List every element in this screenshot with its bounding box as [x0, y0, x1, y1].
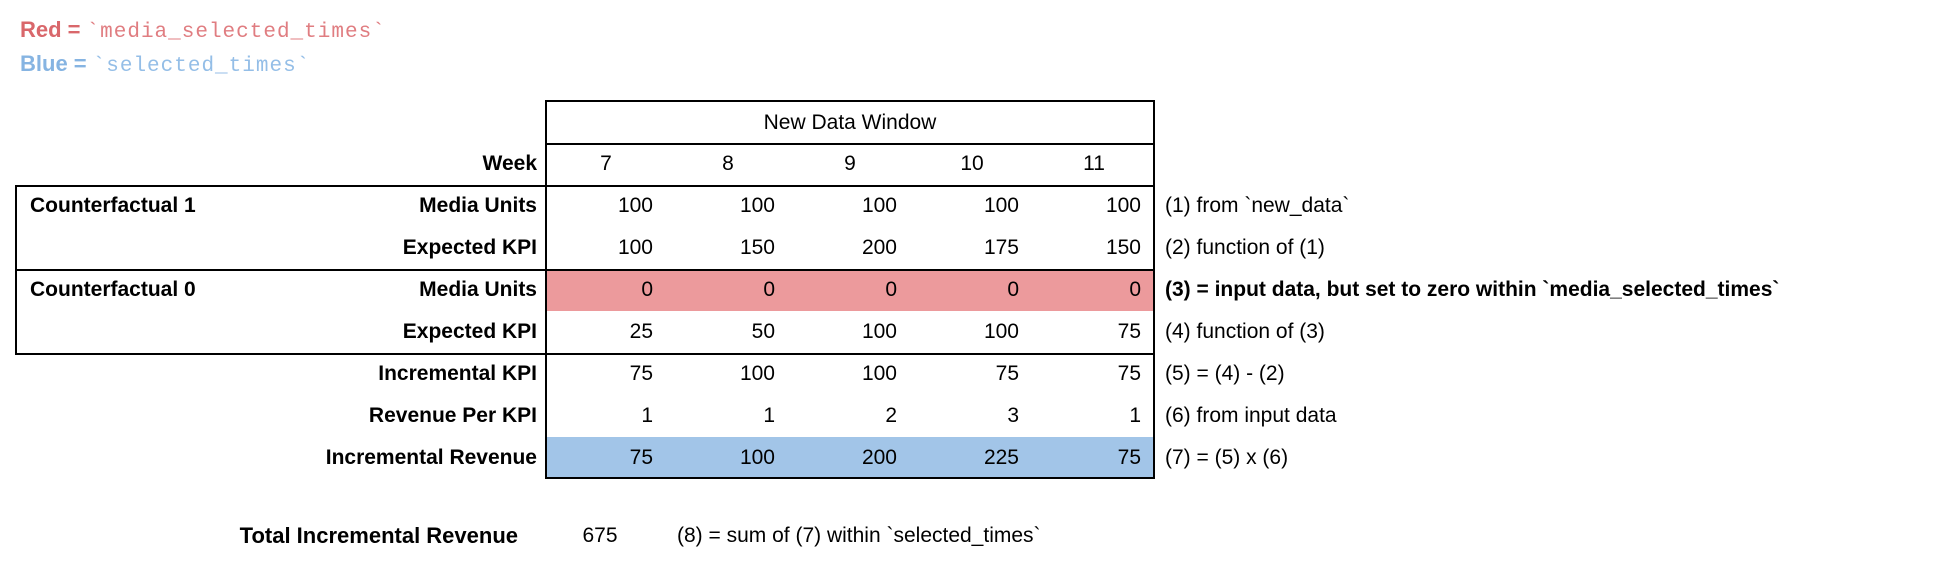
value-cell: 150 [1105, 236, 1141, 259]
legend-red-label: Red = [20, 17, 81, 42]
week-cell: 11 [1083, 152, 1105, 175]
value-cell: 225 [983, 446, 1019, 469]
row-cells: 100 150 200 175 150 [545, 227, 1155, 269]
row-label: Revenue Per KPI [368, 404, 537, 427]
value-cell: 100 [739, 362, 775, 385]
row-label-zone: Expected KPI [0, 311, 545, 353]
value-cell: 1 [763, 404, 775, 427]
week-cell: 7 [600, 152, 612, 175]
value-cell: 1 [1129, 404, 1141, 427]
week-row-label: Week [482, 152, 537, 175]
week-cell: 9 [844, 152, 856, 175]
row-annotation: (3) = input data, but set to zero within… [1165, 278, 1780, 301]
value-cell: 75 [1117, 362, 1141, 385]
row-annotation: (7) = (5) x (6) [1165, 446, 1289, 469]
row-annotation: (2) function of (1) [1165, 236, 1325, 259]
value-cell: 100 [861, 320, 897, 343]
legend-blue-label: Blue = [20, 51, 87, 76]
row-label-zone: Expected KPI [0, 227, 545, 269]
legend-red-code: `media_selected_times` [86, 21, 386, 44]
row-label: Expected KPI [402, 320, 537, 343]
table-row: Revenue Per KPI 1 1 2 3 1 (6) from input dat… [0, 395, 1960, 437]
legend-red-line: Red = `media_selected_times` [20, 14, 386, 46]
value-cell: 100 [861, 362, 897, 385]
value-cell: 0 [641, 278, 653, 301]
value-cell: 1 [641, 404, 653, 427]
week-cell: 10 [960, 152, 984, 175]
value-cell: 100 [617, 236, 653, 259]
table-row: Counterfactual 0 Media Units 0 0 0 0 0 (3) =… [0, 269, 1960, 311]
total-incremental-revenue-value: 675 [582, 524, 618, 547]
value-cell: 100 [983, 194, 1019, 217]
row-cells: 25 50 100 100 75 [545, 311, 1155, 353]
week-annotation-spacer [1155, 143, 1960, 185]
value-cell: 175 [983, 236, 1019, 259]
total-incremental-revenue-label: Total Incremental Revenue [239, 523, 518, 548]
value-cell: 75 [995, 362, 1019, 385]
value-cell: 75 [629, 446, 653, 469]
row-cells: 75 100 100 75 75 [545, 353, 1155, 395]
value-cell: 100 [739, 194, 775, 217]
value-cell: 100 [617, 194, 653, 217]
row-cells: 1 1 2 3 1 [545, 395, 1155, 437]
table-row: Expected KPI 25 50 100 100 75 (4) function o… [0, 311, 1960, 353]
row-label: Media Units [419, 278, 537, 301]
table-row: Expected KPI 100 150 200 175 150 (2) functio… [0, 227, 1960, 269]
row-label-zone: Counterfactual 0 Media Units [0, 269, 545, 311]
value-cell: 0 [1129, 278, 1141, 301]
value-cell: 75 [1117, 446, 1141, 469]
value-cell: 0 [1007, 278, 1019, 301]
value-cell: 150 [739, 236, 775, 259]
row-cells: 100 100 100 100 100 [545, 185, 1155, 227]
value-cell: 0 [885, 278, 897, 301]
table-row: Incremental Revenue 75 100 200 225 75 (7) = … [0, 437, 1960, 479]
week-row: Week 7 8 9 10 11 [0, 143, 1960, 185]
value-cell: 25 [629, 320, 653, 343]
row-label-zone: Revenue Per KPI [0, 395, 545, 437]
value-cell: 100 [983, 320, 1019, 343]
row-label: Media Units [419, 194, 537, 217]
row-cells: 75 100 200 225 75 [545, 437, 1155, 479]
total-annotation: (8) = sum of (7) within `selected_times` [677, 524, 1041, 547]
row-annotation: (4) function of (3) [1165, 320, 1325, 343]
value-cell: 200 [861, 236, 897, 259]
value-cell: 100 [861, 194, 897, 217]
value-cell: 50 [751, 320, 775, 343]
value-cell: 75 [629, 362, 653, 385]
week-label-zone: Week [0, 143, 545, 185]
week-cells: 7 8 9 10 11 [545, 143, 1155, 185]
legend-blue-line: Blue = `selected_times` [20, 48, 310, 80]
row-label: Expected KPI [402, 236, 537, 259]
value-cell: 200 [861, 446, 897, 469]
row-label-zone: Incremental KPI [0, 353, 545, 395]
row-annotation: (1) from `new_data` [1165, 194, 1350, 217]
row-label-zone: Counterfactual 1 Media Units [0, 185, 545, 227]
table-header-new-data-window: New Data Window [763, 111, 937, 134]
row-label-zone: Incremental Revenue [0, 437, 545, 479]
row-annotation: (6) from input data [1165, 404, 1337, 427]
row-label: Incremental KPI [378, 362, 537, 385]
table-row: Counterfactual 1 Media Units 100 100 100 10… [0, 185, 1960, 227]
table-row: Incremental KPI 75 100 100 75 75 (5) = (4) -… [0, 353, 1960, 395]
section-label: Counterfactual 1 [30, 194, 196, 217]
legend-blue-code: `selected_times` [92, 55, 311, 78]
row-label: Incremental Revenue [325, 446, 537, 469]
row-annotation: (5) = (4) - (2) [1165, 362, 1285, 385]
value-cell: 100 [1105, 194, 1141, 217]
section-label: Counterfactual 0 [30, 278, 196, 301]
week-cell: 8 [722, 152, 734, 175]
value-cell: 0 [763, 278, 775, 301]
value-cell: 75 [1117, 320, 1141, 343]
value-cell: 100 [739, 446, 775, 469]
value-cell: 2 [885, 404, 897, 427]
row-cells: 0 0 0 0 0 [545, 269, 1155, 311]
value-cell: 3 [1007, 404, 1019, 427]
